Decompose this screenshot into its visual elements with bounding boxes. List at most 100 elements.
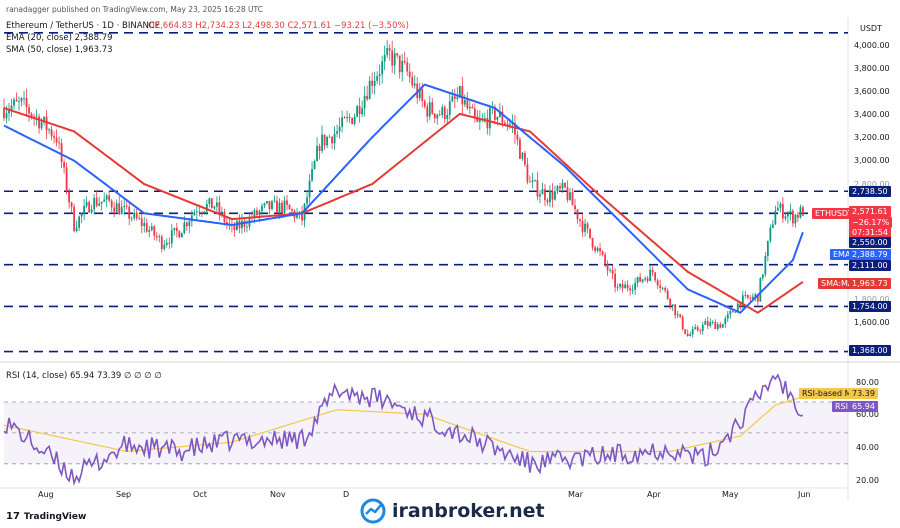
price-tick: 1,800.00 xyxy=(854,295,890,304)
candle-body xyxy=(431,102,434,114)
candle-body xyxy=(774,210,777,225)
candle-body xyxy=(501,111,504,123)
candle-body xyxy=(278,202,281,214)
candle-body xyxy=(331,136,333,144)
rsi-tick: 60.00 xyxy=(856,410,879,419)
candle-body xyxy=(574,205,576,210)
last-price-tag[interactable]: 2,571.61 xyxy=(849,206,891,217)
candle-body xyxy=(138,218,141,220)
candle-body xyxy=(110,200,113,208)
candle-body xyxy=(749,297,752,299)
tradingview-logo[interactable]: 17 TradingView xyxy=(6,511,86,522)
ema-value-tag: 2,388.79 xyxy=(849,249,891,260)
candle-body xyxy=(611,270,614,274)
candle-body xyxy=(143,223,146,227)
symbol-title[interactable]: Ethereum / TetherUS · 1D · BINANCE xyxy=(6,21,161,31)
candle-body xyxy=(646,278,649,281)
candle-body xyxy=(163,244,166,249)
candle-body xyxy=(756,294,759,302)
candle-body xyxy=(401,61,404,73)
candle-body xyxy=(699,330,702,332)
candle-body xyxy=(651,269,654,273)
candle-body xyxy=(203,211,206,213)
level-tag-2738[interactable]: 2,738.50 xyxy=(849,186,891,197)
sma-legend[interactable]: SMA (50, close) 1,963.73 xyxy=(6,45,113,55)
candle-body xyxy=(506,124,509,125)
sma-value-tag: 1,963.73 xyxy=(849,278,891,289)
candle-body xyxy=(50,129,53,137)
candle-body xyxy=(75,227,78,232)
candle-body xyxy=(95,197,98,206)
candle-body xyxy=(326,136,328,146)
candle-body xyxy=(70,202,73,207)
candle-body xyxy=(195,211,198,213)
level-tag-1368[interactable]: 1,368.00 xyxy=(849,345,891,356)
candle-body xyxy=(25,98,28,108)
candle-body xyxy=(769,227,772,241)
candle-body xyxy=(361,108,364,115)
candle-body xyxy=(283,200,286,214)
publisher-line: ranadagger published on TradingView.com,… xyxy=(6,5,263,14)
watermark-logo-icon xyxy=(360,498,386,524)
level-tag-2111[interactable]: 2,111.00 xyxy=(849,260,891,271)
currency-label[interactable]: USDT xyxy=(860,24,882,33)
ema-legend[interactable]: EMA (20, close) 2,388.79 xyxy=(6,33,113,43)
candle-body xyxy=(408,71,411,78)
level-tag-1754[interactable]: 1,754.00 xyxy=(849,301,891,312)
candle-body xyxy=(63,162,66,168)
candle-body xyxy=(656,280,659,286)
candle-body xyxy=(539,194,541,197)
candle-body xyxy=(318,145,321,151)
level-tag-2550[interactable]: 2,550.00 xyxy=(849,237,891,248)
candle-body xyxy=(220,211,223,214)
candle-body xyxy=(180,233,183,238)
candle-body xyxy=(198,211,201,213)
candle-body xyxy=(173,227,176,231)
candle-body xyxy=(739,303,742,307)
rsi-legend[interactable]: RSI (14, close) 65.94 73.39 ∅ ∅ ∅ ∅ xyxy=(6,371,162,381)
candle-body xyxy=(764,256,767,275)
watermark-text: iranbroker.net xyxy=(392,500,545,522)
candle-body xyxy=(674,304,677,316)
candle-body xyxy=(614,273,616,288)
candle-body xyxy=(8,110,10,114)
candle-body xyxy=(418,88,421,99)
candle-body xyxy=(746,294,749,298)
candle-body xyxy=(286,200,288,205)
candle-body xyxy=(799,207,802,218)
candle-body xyxy=(604,254,606,264)
time-tick: Mar xyxy=(568,490,584,499)
change-tag: −26.17% xyxy=(849,217,893,228)
candle-body xyxy=(741,295,744,307)
candle-body xyxy=(268,201,271,210)
candle-body xyxy=(759,278,762,302)
candle-body xyxy=(10,105,13,111)
price-tick: 1,600.00 xyxy=(854,318,890,327)
candle-body xyxy=(664,287,667,291)
candle-body xyxy=(478,119,481,122)
candle-body xyxy=(503,122,506,125)
candle-body xyxy=(366,95,369,100)
candle-body xyxy=(368,80,371,100)
candle-body xyxy=(218,202,221,214)
candle-body xyxy=(636,277,639,283)
rsi-tick: 20.00 xyxy=(856,476,879,485)
candle-body xyxy=(606,263,609,271)
rsi-band-fill xyxy=(4,402,848,464)
candle-body xyxy=(328,136,331,138)
candle-body xyxy=(65,167,68,192)
candle-body xyxy=(493,106,496,120)
candle-body xyxy=(421,88,424,101)
candle-body xyxy=(208,198,211,204)
candle-body xyxy=(476,116,479,122)
candle-body xyxy=(338,126,341,132)
countdown-tag: 07:31:54 xyxy=(849,227,891,238)
candle-body xyxy=(391,50,394,66)
candle-body xyxy=(779,203,782,208)
candle-body xyxy=(781,203,784,219)
candle-body xyxy=(451,96,454,102)
candle-body xyxy=(185,222,188,227)
candle-body xyxy=(519,139,521,159)
candle-body xyxy=(333,133,336,144)
